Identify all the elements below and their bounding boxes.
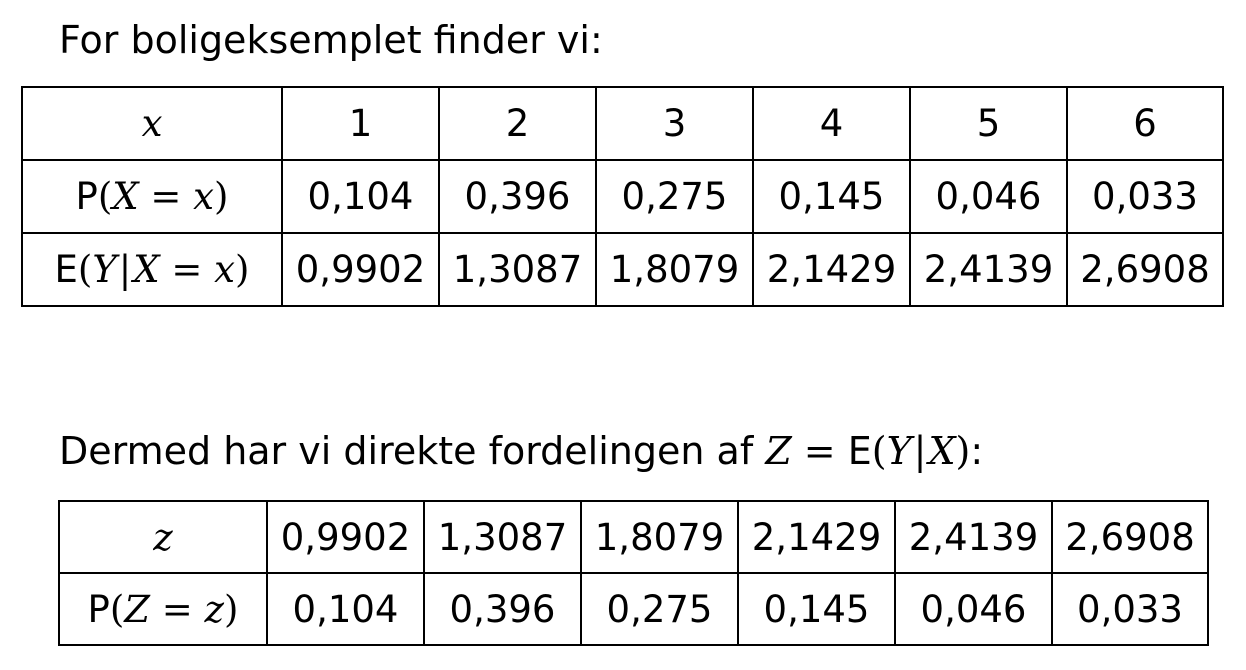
table-row: P(X = x) 0,104 0,396 0,275 0,145 0,046 0… xyxy=(21,159,1224,234)
math-variable: z xyxy=(204,587,225,631)
table-cell: 3 xyxy=(595,86,754,161)
math-variable: x xyxy=(193,175,215,218)
row-header-x: x xyxy=(21,86,283,161)
table-cell: 1 xyxy=(281,86,440,161)
math-variable: X xyxy=(928,429,956,473)
conditional-expectation-table: x 1 2 3 4 5 6 P(X = x) 0,104 0,396 0,275… xyxy=(21,86,1224,307)
distribution-table: z 0,9902 1,3087 1,8079 2,1429 2,4139 2,6… xyxy=(58,500,1209,646)
table-cell: 0,145 xyxy=(737,572,896,646)
row-header-expectation: E(Y|X = x) xyxy=(21,232,283,307)
table-cell: 0,396 xyxy=(438,159,597,234)
table-cell: 4 xyxy=(752,86,911,161)
table-cell: 0,046 xyxy=(894,572,1053,646)
table-cell: 2,1429 xyxy=(752,232,911,307)
table-cell: 0,275 xyxy=(595,159,754,234)
math-variable: x xyxy=(141,102,163,145)
table-cell: 0,9902 xyxy=(281,232,440,307)
table-cell: 0,275 xyxy=(580,572,739,646)
math-variable: X xyxy=(133,248,160,291)
table-cell: 0,104 xyxy=(281,159,440,234)
row-header-probability: P(X = x) xyxy=(21,159,283,234)
row-header-probability: P(Z = z) xyxy=(58,572,268,646)
math-variable: Y xyxy=(92,248,117,291)
table-cell: 5 xyxy=(909,86,1068,161)
intro-text: For boligeksemplet finder vi: xyxy=(59,18,603,62)
table-cell: 0,145 xyxy=(752,159,911,234)
table-cell: 2,4139 xyxy=(909,232,1068,307)
table-row: z 0,9902 1,3087 1,8079 2,1429 2,4139 2,6… xyxy=(58,500,1209,574)
table-cell: 1,8079 xyxy=(595,232,754,307)
math-variable: z xyxy=(153,515,173,559)
table-cell: 6 xyxy=(1066,86,1224,161)
table-row: P(Z = z) 0,104 0,396 0,275 0,145 0,046 0… xyxy=(58,572,1209,646)
table-cell: 2,4139 xyxy=(894,500,1053,574)
row-header-z: z xyxy=(58,500,268,574)
math-variable: Z xyxy=(124,587,150,631)
table-cell: 2,6908 xyxy=(1066,232,1224,307)
function-name: E xyxy=(847,429,872,473)
table-cell: 0,104 xyxy=(266,572,425,646)
table-row: x 1 2 3 4 5 6 xyxy=(21,86,1224,161)
math-variable: Z xyxy=(765,429,792,473)
table-cell: 2,1429 xyxy=(737,500,896,574)
table-cell: 1,3087 xyxy=(438,232,597,307)
table-cell: 0,046 xyxy=(909,159,1068,234)
table-row: E(Y|X = x) 0,9902 1,3087 1,8079 2,1429 2… xyxy=(21,232,1224,307)
table-cell: 2,6908 xyxy=(1051,500,1209,574)
function-name: P xyxy=(87,587,110,631)
table-cell: 1,3087 xyxy=(423,500,582,574)
colon: : xyxy=(970,429,984,473)
table-cell: 0,9902 xyxy=(266,500,425,574)
function-name: P xyxy=(75,175,98,218)
math-variable: x xyxy=(214,248,236,291)
sentence-text: Dermed har vi direkte fordelingen af xyxy=(59,429,754,473)
distribution-intro-text: Dermed har vi direkte fordelingen af Z =… xyxy=(59,429,984,473)
math-variable: X xyxy=(112,175,139,218)
table-cell: 0,033 xyxy=(1051,572,1209,646)
function-name: E xyxy=(54,248,78,291)
table-cell: 0,033 xyxy=(1066,159,1224,234)
table-cell: 2 xyxy=(438,86,597,161)
math-variable: Y xyxy=(886,429,912,473)
table-cell: 1,8079 xyxy=(580,500,739,574)
table-cell: 0,396 xyxy=(423,572,582,646)
